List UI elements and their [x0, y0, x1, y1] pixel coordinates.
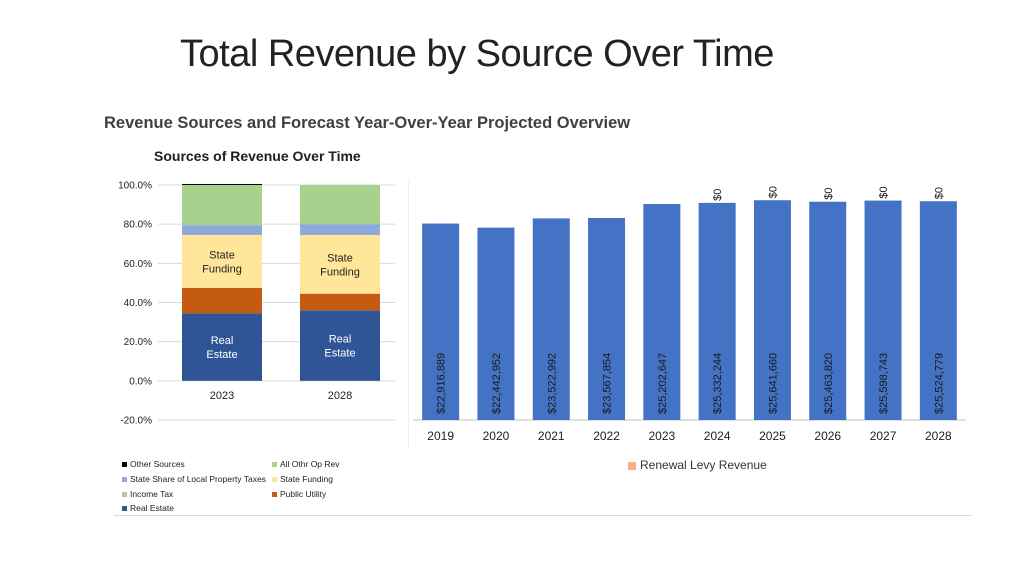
legend-swatch	[628, 461, 636, 470]
legend-label: All Othr Op Rev	[280, 459, 340, 469]
segment-label: Funding	[320, 266, 360, 278]
bar-chart-legend: Renewal Levy Revenue	[628, 458, 767, 472]
chart-divider	[408, 180, 409, 450]
renewal-value-label: $0	[823, 187, 835, 199]
stack-segment	[182, 234, 262, 288]
y-tick-label: 80.0%	[124, 220, 152, 231]
bar-value-label: $25,641,660	[767, 353, 779, 414]
bar-value-label: $25,332,244	[712, 353, 724, 414]
stack-segment	[300, 185, 380, 225]
revenue-bar	[698, 202, 736, 420]
legend-item-other-sources: Other Sources	[122, 459, 185, 469]
legend-label: Renewal Levy Revenue	[640, 458, 767, 472]
x-tick-label: 2023	[648, 429, 675, 443]
legend-swatch	[272, 462, 277, 468]
stack-segment	[182, 184, 262, 185]
legend-label: State Funding	[280, 474, 333, 484]
legend-swatch	[272, 477, 277, 483]
renewal-value-label: $0	[878, 186, 890, 198]
y-tick-label: 20.0%	[124, 337, 152, 348]
legend-item-income-tax: Income Tax	[122, 489, 173, 499]
x-tick-label: 2028	[328, 390, 352, 402]
legend-item-public-utility: Public Utility	[272, 489, 326, 499]
x-tick-label: 2022	[593, 429, 620, 443]
legend-label: Income Tax	[130, 489, 174, 499]
stack-segment	[182, 185, 262, 226]
y-tick-label: 60.0%	[124, 259, 152, 270]
x-tick-label: 2026	[814, 429, 841, 443]
bar-value-label: $23,522,992	[546, 353, 558, 414]
stack-segment	[300, 293, 380, 311]
revenue-bar	[919, 201, 957, 420]
stack-segment	[300, 310, 380, 381]
revenue-bar	[643, 203, 681, 420]
legend-swatch	[272, 492, 277, 498]
legend-swatch	[122, 477, 127, 483]
legend-swatch	[122, 506, 127, 512]
stacked-percent-chart: 100.0% 80.0% 60.0% 40.0% 20.0% 0.0% -20.0% Real…	[118, 181, 395, 427]
revenue-bar	[532, 218, 570, 420]
revenue-bar-chart: $22,916,889 2019 $22,442,952 2020 $23,522,99…	[413, 186, 966, 443]
legend-swatch	[122, 462, 127, 468]
bar-value-label: $23,567,854	[602, 353, 614, 414]
stack-segment	[182, 287, 262, 314]
revenue-bar	[588, 217, 626, 420]
stack-segment	[300, 234, 380, 294]
legend-label: State Share of Local Property Taxes	[130, 474, 266, 484]
x-tick-label: 2021	[538, 429, 565, 443]
stack-segment	[182, 225, 262, 235]
segment-label: Funding	[202, 263, 242, 275]
legend-item-all-othr-op-rev: All Othr Op Rev	[272, 459, 340, 469]
legend-swatch	[122, 492, 127, 498]
y-tick-label: 40.0%	[124, 298, 152, 309]
legend-item-state-share: State Share of Local Property Taxes	[122, 474, 266, 484]
renewal-value-label: $0	[933, 187, 945, 199]
stack-segment	[182, 313, 262, 381]
segment-label: Real	[211, 335, 234, 347]
revenue-bar	[422, 223, 460, 420]
segment-label: State	[209, 249, 235, 261]
x-tick-label: 2027	[870, 429, 897, 443]
legend-item-state-funding: State Funding	[272, 474, 333, 484]
legend-label: Real Estate	[130, 503, 174, 513]
x-tick-label: 2020	[483, 429, 510, 443]
bottom-rule	[114, 515, 972, 516]
x-tick-label: 2028	[925, 429, 952, 443]
bar-value-label: $25,524,779	[933, 353, 945, 414]
stack-segment	[300, 224, 380, 235]
legend-label: Other Sources	[130, 459, 185, 469]
stacked-chart-legend: Other Sources All Othr Op Rev State Shar…	[122, 459, 382, 519]
revenue-bar	[753, 200, 791, 420]
bar-value-label: $22,916,889	[436, 353, 448, 414]
x-tick-label: 2024	[704, 429, 731, 443]
bar-value-label: $25,598,743	[878, 353, 890, 414]
segment-label: Estate	[324, 348, 355, 360]
segment-label: Real	[329, 334, 352, 346]
segment-label: Estate	[206, 349, 237, 361]
bar-value-label: $25,463,820	[823, 353, 835, 414]
revenue-bar	[477, 227, 515, 420]
renewal-value-label: $0	[767, 186, 779, 198]
legend-label: Public Utility	[280, 489, 327, 499]
revenue-bar	[864, 200, 902, 420]
x-tick-label: 2025	[759, 429, 786, 443]
bar-value-label: $25,202,647	[657, 353, 669, 414]
revenue-bar	[809, 201, 847, 420]
x-tick-label: 2019	[427, 429, 454, 443]
renewal-value-label: $0	[712, 189, 724, 201]
panel-title: Revenue Sources and Forecast Year-Over-Y…	[104, 114, 631, 132]
y-tick-label: 0.0%	[129, 376, 152, 387]
slide-title: Total Revenue by Source Over Time	[180, 33, 774, 75]
y-tick-label: 100.0%	[118, 181, 152, 192]
legend-item-real-estate: Real Estate	[122, 503, 174, 513]
x-tick-label: 2023	[210, 390, 234, 402]
bar-value-label: $22,442,952	[491, 353, 503, 414]
y-tick-label: -20.0%	[120, 416, 152, 427]
segment-label: State	[327, 252, 353, 264]
stacked-chart-title: Sources of Revenue Over Time	[154, 148, 361, 164]
